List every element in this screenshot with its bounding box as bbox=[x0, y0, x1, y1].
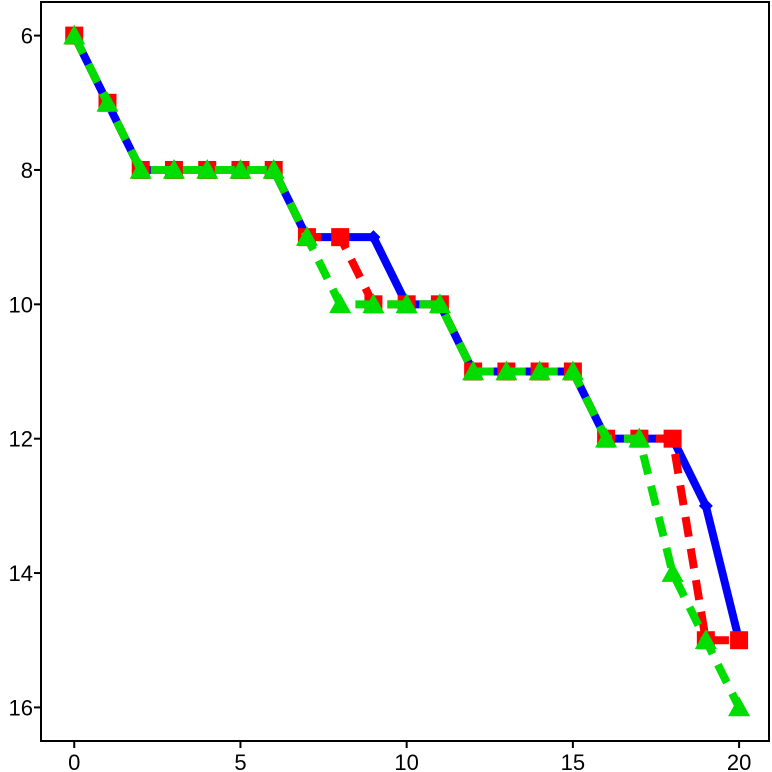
data-point-triangle bbox=[295, 226, 318, 246]
data-point-triangle bbox=[262, 158, 285, 179]
series-line bbox=[70, 33, 740, 645]
data-point-triangle bbox=[129, 158, 152, 179]
data-point-triangle bbox=[96, 91, 119, 112]
data-point-triangle bbox=[329, 293, 352, 314]
y-tick-label: 6 bbox=[21, 24, 33, 49]
data-point-triangle bbox=[395, 293, 418, 314]
data-point-diamond bbox=[698, 498, 713, 513]
data-point-triangle bbox=[595, 427, 618, 448]
y-tick-label: 8 bbox=[21, 158, 33, 183]
data-point-triangle bbox=[63, 24, 86, 45]
data-point-triangle bbox=[229, 158, 252, 179]
data-point-triangle bbox=[428, 293, 451, 314]
plot-area-frame bbox=[40, 1, 770, 742]
data-point-triangle bbox=[694, 629, 717, 650]
data-point-triangle bbox=[628, 427, 651, 448]
data-point-triangle bbox=[661, 562, 684, 582]
x-tick-label: 0 bbox=[68, 750, 80, 772]
series-line bbox=[70, 33, 743, 710]
data-point-triangle bbox=[728, 696, 751, 717]
data-point-triangle bbox=[561, 360, 584, 381]
y-tick-label: 12 bbox=[9, 427, 33, 452]
data-point-square bbox=[663, 429, 682, 448]
series-2 bbox=[65, 26, 749, 650]
x-tick-label: 20 bbox=[727, 750, 751, 772]
series-layer bbox=[63, 24, 751, 717]
x-tick-label: 15 bbox=[561, 750, 585, 772]
x-tick-label: 5 bbox=[234, 750, 246, 772]
series-1 bbox=[67, 28, 747, 648]
data-point-square bbox=[730, 631, 749, 650]
data-point-triangle bbox=[362, 293, 385, 314]
data-point-square bbox=[331, 228, 350, 247]
data-point-triangle bbox=[196, 158, 219, 179]
y-tick-label: 10 bbox=[9, 292, 33, 317]
data-point-triangle bbox=[462, 360, 485, 381]
y-tick-label: 14 bbox=[9, 561, 33, 586]
data-point-triangle bbox=[162, 158, 185, 179]
series-3 bbox=[63, 24, 751, 717]
series-line bbox=[70, 33, 743, 642]
x-tick-label: 10 bbox=[394, 750, 418, 772]
data-point-diamond bbox=[366, 230, 381, 245]
axis-layer: 0 5 10 15 20 6 8 10 12 14 16 bbox=[9, 24, 752, 772]
y-tick-label: 16 bbox=[9, 695, 33, 720]
data-point-triangle bbox=[495, 360, 518, 381]
data-point-triangle bbox=[528, 360, 551, 381]
